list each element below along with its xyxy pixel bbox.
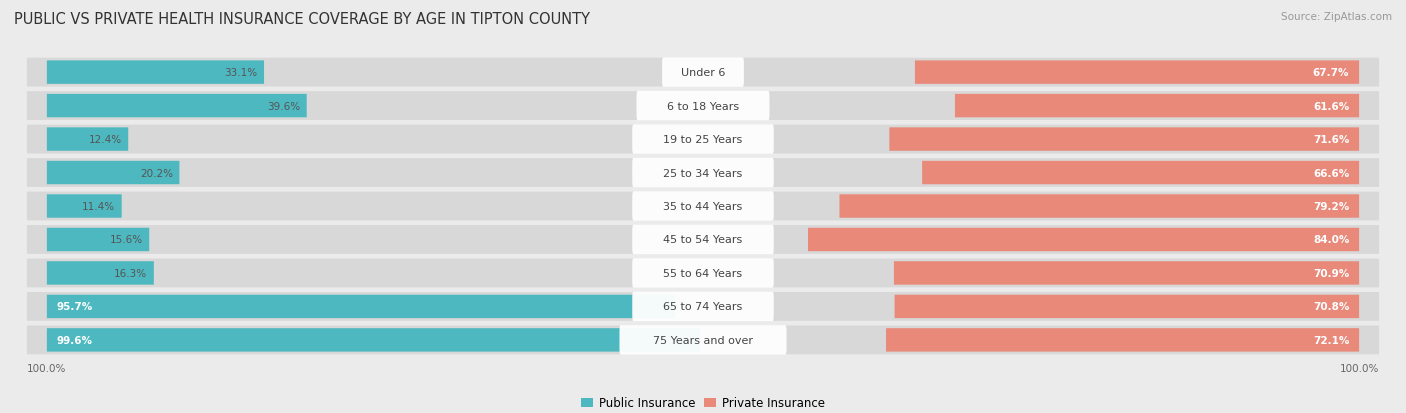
FancyBboxPatch shape — [46, 261, 153, 285]
Text: 61.6%: 61.6% — [1313, 101, 1350, 112]
FancyBboxPatch shape — [46, 128, 128, 152]
FancyBboxPatch shape — [662, 58, 744, 88]
FancyBboxPatch shape — [633, 192, 773, 221]
FancyBboxPatch shape — [46, 61, 264, 85]
FancyBboxPatch shape — [27, 92, 1379, 121]
FancyBboxPatch shape — [808, 228, 1360, 252]
Text: 100.0%: 100.0% — [1340, 363, 1379, 373]
FancyBboxPatch shape — [633, 292, 773, 321]
FancyBboxPatch shape — [46, 295, 675, 318]
Text: 72.1%: 72.1% — [1313, 335, 1350, 345]
Text: 71.6%: 71.6% — [1313, 135, 1350, 145]
Legend: Public Insurance, Private Insurance: Public Insurance, Private Insurance — [576, 392, 830, 413]
Text: 55 to 64 Years: 55 to 64 Years — [664, 268, 742, 278]
FancyBboxPatch shape — [886, 328, 1360, 352]
FancyBboxPatch shape — [27, 126, 1379, 154]
Text: 35 to 44 Years: 35 to 44 Years — [664, 202, 742, 211]
Text: 84.0%: 84.0% — [1313, 235, 1350, 245]
Text: 100.0%: 100.0% — [27, 363, 66, 373]
FancyBboxPatch shape — [27, 326, 1379, 354]
FancyBboxPatch shape — [46, 228, 149, 252]
Text: 39.6%: 39.6% — [267, 101, 299, 112]
FancyBboxPatch shape — [46, 195, 122, 218]
Text: 66.6%: 66.6% — [1313, 168, 1350, 178]
FancyBboxPatch shape — [633, 125, 773, 154]
Text: 65 to 74 Years: 65 to 74 Years — [664, 301, 742, 312]
FancyBboxPatch shape — [915, 61, 1360, 85]
FancyBboxPatch shape — [27, 59, 1379, 87]
Text: 33.1%: 33.1% — [225, 68, 257, 78]
Text: 15.6%: 15.6% — [110, 235, 142, 245]
Text: Under 6: Under 6 — [681, 68, 725, 78]
Text: 70.9%: 70.9% — [1313, 268, 1350, 278]
FancyBboxPatch shape — [633, 225, 773, 254]
FancyBboxPatch shape — [46, 161, 180, 185]
Text: 11.4%: 11.4% — [82, 202, 115, 211]
Text: 12.4%: 12.4% — [89, 135, 122, 145]
FancyBboxPatch shape — [27, 259, 1379, 287]
Text: 75 Years and over: 75 Years and over — [652, 335, 754, 345]
Text: 99.6%: 99.6% — [56, 335, 93, 345]
FancyBboxPatch shape — [27, 292, 1379, 321]
Text: 79.2%: 79.2% — [1313, 202, 1350, 211]
FancyBboxPatch shape — [922, 161, 1360, 185]
FancyBboxPatch shape — [633, 159, 773, 188]
Text: 67.7%: 67.7% — [1313, 68, 1350, 78]
Text: 19 to 25 Years: 19 to 25 Years — [664, 135, 742, 145]
FancyBboxPatch shape — [890, 128, 1360, 152]
FancyBboxPatch shape — [46, 95, 307, 118]
FancyBboxPatch shape — [46, 328, 700, 352]
FancyBboxPatch shape — [894, 295, 1360, 318]
Text: PUBLIC VS PRIVATE HEALTH INSURANCE COVERAGE BY AGE IN TIPTON COUNTY: PUBLIC VS PRIVATE HEALTH INSURANCE COVER… — [14, 12, 591, 27]
FancyBboxPatch shape — [27, 225, 1379, 254]
Text: Source: ZipAtlas.com: Source: ZipAtlas.com — [1281, 12, 1392, 22]
FancyBboxPatch shape — [27, 159, 1379, 188]
FancyBboxPatch shape — [27, 192, 1379, 221]
Text: 20.2%: 20.2% — [139, 168, 173, 178]
Text: 6 to 18 Years: 6 to 18 Years — [666, 101, 740, 112]
Text: 25 to 34 Years: 25 to 34 Years — [664, 168, 742, 178]
FancyBboxPatch shape — [620, 325, 786, 355]
FancyBboxPatch shape — [955, 95, 1360, 118]
Text: 95.7%: 95.7% — [56, 301, 93, 312]
FancyBboxPatch shape — [894, 261, 1360, 285]
Text: 16.3%: 16.3% — [114, 268, 148, 278]
FancyBboxPatch shape — [633, 259, 773, 288]
FancyBboxPatch shape — [839, 195, 1360, 218]
FancyBboxPatch shape — [637, 92, 769, 121]
Text: 70.8%: 70.8% — [1313, 301, 1350, 312]
Text: 45 to 54 Years: 45 to 54 Years — [664, 235, 742, 245]
